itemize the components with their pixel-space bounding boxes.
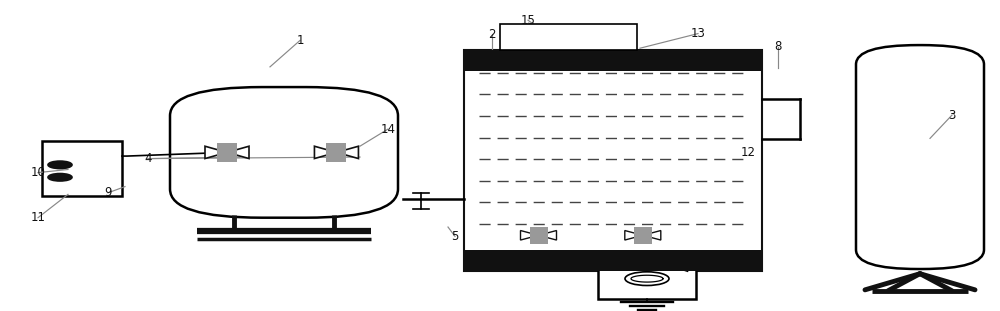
FancyBboxPatch shape <box>170 87 398 218</box>
FancyBboxPatch shape <box>856 45 984 269</box>
Bar <box>598 258 696 299</box>
Bar <box>530 227 548 244</box>
Text: 2: 2 <box>488 28 496 41</box>
Bar <box>470 71 756 250</box>
Text: 15: 15 <box>521 14 535 27</box>
Bar <box>217 143 237 162</box>
Polygon shape <box>336 146 358 159</box>
Circle shape <box>48 174 72 181</box>
Bar <box>634 227 652 244</box>
Polygon shape <box>314 146 336 159</box>
Bar <box>326 143 346 162</box>
Text: 13: 13 <box>691 27 705 40</box>
Polygon shape <box>538 230 556 240</box>
Text: 12: 12 <box>740 146 756 159</box>
Bar <box>464 250 762 271</box>
Text: 1: 1 <box>296 34 304 47</box>
Bar <box>42 141 122 196</box>
Text: 5: 5 <box>451 230 459 243</box>
Polygon shape <box>643 230 661 240</box>
Text: 7: 7 <box>524 256 532 269</box>
Text: 6: 6 <box>644 248 652 262</box>
Circle shape <box>625 272 669 285</box>
Polygon shape <box>227 146 249 159</box>
Polygon shape <box>520 230 538 240</box>
Text: 3: 3 <box>948 109 956 122</box>
Text: 9: 9 <box>104 186 112 199</box>
Text: 8: 8 <box>774 40 782 53</box>
Circle shape <box>48 161 72 169</box>
Bar <box>464 50 762 71</box>
Text: 10: 10 <box>31 166 45 179</box>
Text: 4: 4 <box>144 152 152 165</box>
Text: 11: 11 <box>30 211 46 224</box>
Bar <box>500 24 637 50</box>
Bar <box>464 50 762 271</box>
Text: 14: 14 <box>380 123 396 136</box>
Polygon shape <box>625 230 643 240</box>
Polygon shape <box>205 146 227 159</box>
